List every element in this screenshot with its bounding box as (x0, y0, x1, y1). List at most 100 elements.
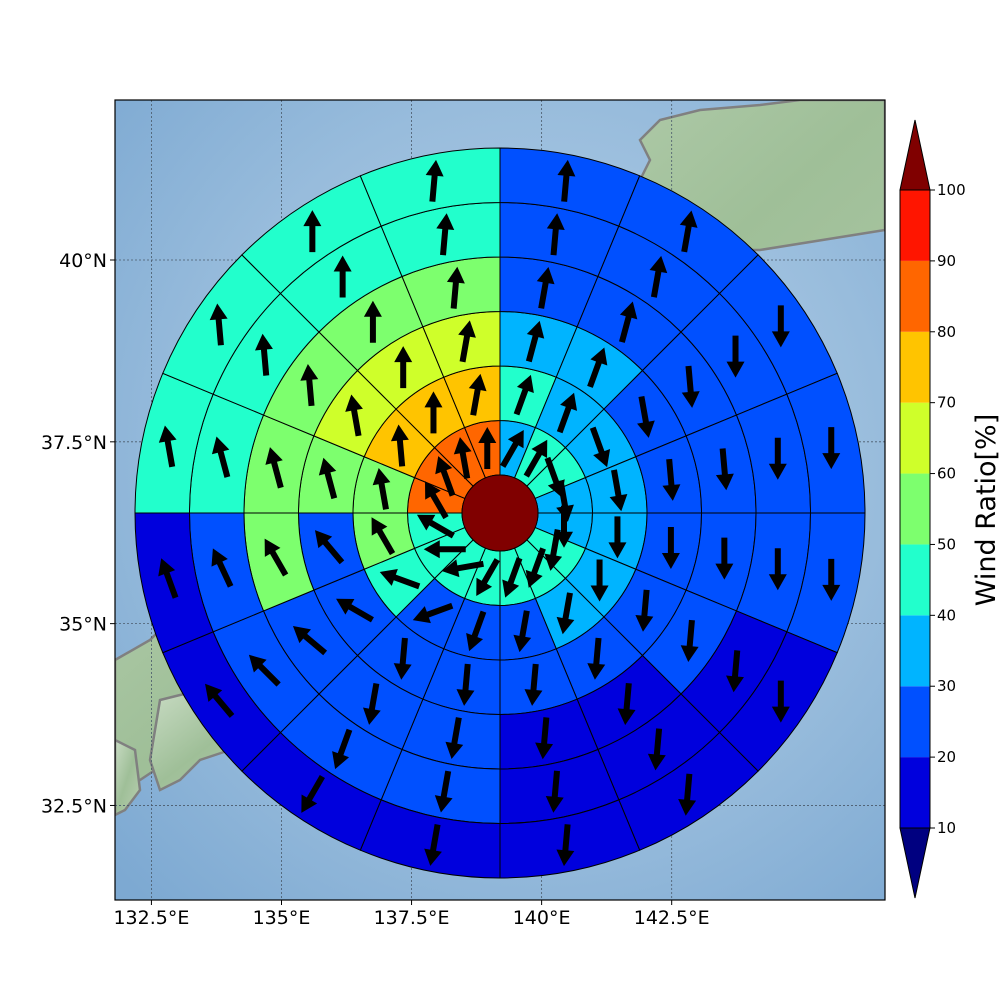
wind-arrow (637, 395, 655, 438)
colorbar-tick-label: 50 (937, 535, 956, 553)
wind-arrow (544, 529, 563, 571)
wind-arrow (363, 682, 381, 725)
colorbar-tick-label: 70 (937, 394, 956, 412)
wind-arrow (525, 547, 546, 588)
wind-arrow (205, 683, 235, 718)
wind-arrow (468, 373, 487, 416)
wind-arrow (254, 333, 273, 376)
wind-arrow (822, 427, 841, 470)
wind-arrow (513, 610, 532, 653)
colorbar: 10 20 30 40 50 60 70 80 90 100 (899, 119, 966, 899)
wind-arrow (209, 303, 228, 346)
wind-arrow (556, 480, 574, 522)
wind-arrow (726, 335, 745, 378)
wind-arrow (333, 255, 352, 298)
wind-arrow (500, 429, 524, 468)
wind-arrow (502, 557, 523, 598)
wind-arrow (435, 456, 456, 497)
wind-arrow (556, 824, 575, 867)
colorbar-segment (900, 473, 930, 545)
colorbar-segment (900, 757, 930, 828)
wind-arrow (453, 437, 472, 479)
wind-arrow (556, 392, 578, 434)
wind-arrow (715, 448, 734, 491)
colorbar-title: Wind Ratio[%] (971, 414, 1000, 606)
wind-arrow (587, 637, 606, 680)
wind-arrow (390, 424, 409, 467)
colorbar-frame (899, 189, 931, 829)
colorbar-segment (900, 190, 930, 261)
colorbar-over-triangle (899, 119, 931, 191)
y-axis-ticks: 40°N 37.5°N 35°N 32.5°N (41, 250, 115, 817)
wind-arrow (556, 592, 575, 635)
x-tick-label: 132.5°E (113, 907, 189, 929)
x-tick-label: 135°E (253, 907, 311, 929)
wind-arrow (590, 559, 609, 602)
wind-arrow (211, 548, 234, 588)
wind-arrow (301, 775, 325, 813)
wind-arrow (513, 374, 534, 416)
wind-arrow (545, 770, 564, 813)
wind-arrow (557, 159, 576, 202)
wind-arrow (546, 213, 565, 256)
wind-arrow (372, 467, 391, 510)
wind-arrow (619, 301, 638, 343)
wind-arrow (535, 717, 554, 760)
wind-arrow (303, 210, 322, 253)
wind-arrow (158, 558, 179, 599)
wind-arrow (436, 213, 455, 256)
wind-arrow (336, 598, 374, 623)
wind-arrow (265, 447, 284, 489)
y-tick-label: 37.5°N (41, 432, 107, 454)
wind-arrow (554, 505, 573, 548)
wind-arrow (609, 469, 628, 512)
wind-arrow (445, 717, 464, 760)
wind-arrow (248, 654, 281, 687)
wind-arrow (536, 266, 555, 309)
wind-arrow (292, 625, 328, 656)
wind-arrow (608, 516, 627, 559)
x-tick-label: 137.5°E (374, 907, 450, 929)
colorbar-tick-label: 20 (937, 748, 956, 766)
wind-arrow (424, 391, 443, 434)
colorbar-tick-label: 100 (937, 181, 966, 199)
wind-arrow (679, 210, 698, 253)
wind-arrow (264, 538, 289, 577)
x-axis-ticks: 132.5°E 135°E 137.5°E 140°E 142.5°E (113, 900, 710, 929)
wind-arrow (371, 517, 396, 556)
wind-arrow (425, 481, 449, 520)
wind-arrow (394, 346, 413, 389)
wind-arrow (434, 770, 453, 813)
wind-arrow (587, 347, 608, 388)
wind-arrow (635, 589, 654, 632)
wind-arrow (300, 363, 319, 407)
wind-arrow (423, 540, 466, 559)
wind-arrow (379, 569, 421, 590)
wind-arrow (416, 514, 455, 539)
wind-arrow (478, 427, 497, 470)
wind-arrow (678, 773, 697, 816)
colorbar-segment (900, 544, 930, 616)
colorbar-tick-label: 60 (937, 465, 956, 483)
y-tick-label: 40°N (59, 250, 107, 272)
wind-arrow (726, 650, 744, 693)
wind-arrow (680, 619, 699, 663)
wind-arrow (771, 680, 790, 723)
wind-arrow (649, 255, 668, 298)
colorbar-segment (900, 331, 930, 403)
wind-arrow (211, 436, 231, 478)
wind-arrow (424, 824, 442, 866)
wind-arrow (523, 439, 548, 478)
wind-arrow (589, 426, 611, 468)
colorbar-segment (900, 260, 930, 332)
wind-arrow (314, 530, 345, 565)
colorbar-under-triangle (899, 827, 931, 899)
wind-arrow (393, 637, 412, 680)
wind-arrow (822, 558, 841, 601)
wind-arrow (318, 457, 338, 500)
wind-arrow (456, 663, 475, 706)
colorbar-tick-label: 80 (937, 323, 956, 341)
wind-arrow (466, 610, 487, 652)
wind-arrow (524, 663, 543, 706)
